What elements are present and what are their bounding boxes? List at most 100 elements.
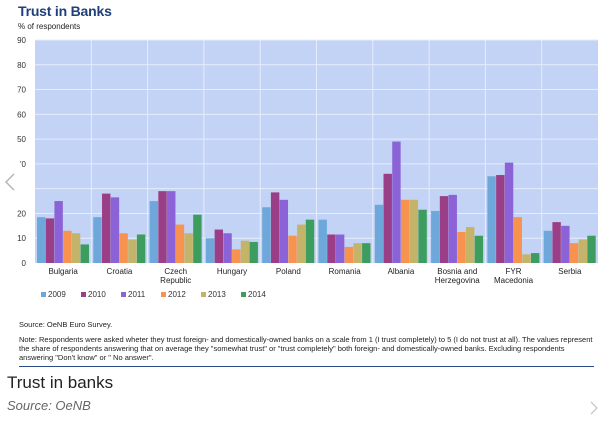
bar-czech-republic-2013 xyxy=(184,233,193,263)
x-tick-label: Czech Republic xyxy=(160,267,191,285)
bar-serbia-2014 xyxy=(587,235,596,263)
legend-item-2013: 2013 xyxy=(201,290,241,299)
bar-czech-republic-2009 xyxy=(149,201,159,263)
bar-croatia-2012 xyxy=(119,233,128,263)
bar-fyr-macedonia-2010 xyxy=(496,175,505,263)
bar-chart: 0 10 20 '0 50 60 70 80 90 Bulgaria Croatia Czech Re… xyxy=(17,36,598,285)
legend-label: 2014 xyxy=(248,290,266,299)
legend-swatch xyxy=(81,292,86,297)
bar-serbia-2009 xyxy=(543,230,553,263)
bar-croatia-2010 xyxy=(102,193,111,263)
legend-swatch xyxy=(161,292,166,297)
legend: 2009 2010 2011 2012 2013 2014 xyxy=(41,290,281,299)
x-tick-label: Poland xyxy=(276,267,301,276)
y-tick-label: 20 xyxy=(17,209,26,218)
bar-fyr-macedonia-2013 xyxy=(522,254,531,263)
legend-swatch xyxy=(201,292,206,297)
legend-item-2010: 2010 xyxy=(81,290,121,299)
bar-bosnia-and-herzegovina-2014 xyxy=(474,235,484,263)
bar-croatia-2014 xyxy=(136,234,146,263)
x-tick-label: Hungary xyxy=(217,267,247,276)
bar-bulgaria-2009 xyxy=(37,217,46,263)
x-tick-label: FYR Macedonia xyxy=(494,267,534,285)
y-tick-label: 50 xyxy=(17,135,26,144)
bar-albania-2010 xyxy=(383,173,392,263)
previous-button[interactable] xyxy=(3,172,17,192)
bar-romania-2011 xyxy=(335,234,345,263)
next-button[interactable] xyxy=(588,400,600,416)
legend-item-2009: 2009 xyxy=(41,290,81,299)
y-axis-label: % of respondents xyxy=(18,22,81,31)
bar-romania-2009 xyxy=(318,219,327,263)
legend-item-2014: 2014 xyxy=(241,290,281,299)
bar-bulgaria-2014 xyxy=(80,244,89,263)
bar-poland-2014 xyxy=(305,219,315,263)
bar-bosnia-and-herzegovina-2010 xyxy=(439,196,449,263)
bar-poland-2009 xyxy=(262,207,271,263)
bar-albania-2012 xyxy=(400,199,410,263)
bar-albania-2009 xyxy=(374,204,384,263)
y-tick-label: 10 xyxy=(17,234,26,243)
legend-label: 2009 xyxy=(48,290,66,299)
bar-hungary-2009 xyxy=(205,238,215,263)
bar-serbia-2011 xyxy=(561,225,570,263)
bar-bulgaria-2012 xyxy=(63,230,72,263)
legend-item-2012: 2012 xyxy=(161,290,201,299)
methodology-note: Note: Respondents were asked wheter they… xyxy=(19,335,593,362)
x-tick-label: Serbia xyxy=(558,267,582,276)
bar-poland-2012 xyxy=(288,235,297,263)
bar-bosnia-and-herzegovina-2012 xyxy=(457,232,466,263)
bar-fyr-macedonia-2011 xyxy=(504,162,514,263)
y-axis-ticks: 0 10 20 '0 50 60 70 80 90 xyxy=(17,36,26,268)
chevron-left-icon xyxy=(4,173,15,191)
bar-serbia-2013 xyxy=(578,239,587,263)
gridlines xyxy=(35,39,598,263)
bar-croatia-2009 xyxy=(93,217,102,263)
bar-romania-2014 xyxy=(362,243,371,263)
bar-fyr-macedonia-2012 xyxy=(513,217,522,263)
legend-swatch xyxy=(241,292,246,297)
x-tick-label: Albania xyxy=(388,267,415,276)
y-tick-label: 80 xyxy=(17,61,26,70)
bar-romania-2012 xyxy=(344,246,354,263)
y-tick-label: 60 xyxy=(17,110,26,119)
legend-swatch xyxy=(41,292,46,297)
bar-czech-republic-2010 xyxy=(158,191,167,263)
y-tick-label: 70 xyxy=(17,86,26,95)
x-tick-label: Croatia xyxy=(107,267,133,276)
legend-label: 2011 xyxy=(128,290,146,299)
y-tick-label: '0 xyxy=(20,160,27,169)
legend-item-2011: 2011 xyxy=(121,290,161,299)
bar-albania-2013 xyxy=(409,199,419,263)
bar-hungary-2012 xyxy=(232,249,241,263)
legend-label: 2010 xyxy=(88,290,106,299)
bar-czech-republic-2014 xyxy=(193,214,202,263)
bar-bosnia-and-herzegovina-2011 xyxy=(448,194,457,263)
bar-czech-republic-2011 xyxy=(167,191,176,263)
bar-romania-2010 xyxy=(327,234,336,263)
y-tick-label: 0 xyxy=(22,259,27,268)
bar-poland-2013 xyxy=(297,224,306,263)
bar-bulgaria-2013 xyxy=(71,233,81,263)
bar-bulgaria-2010 xyxy=(45,218,55,263)
bar-croatia-2011 xyxy=(110,197,120,263)
y-tick-label: 90 xyxy=(17,36,26,45)
bar-albania-2011 xyxy=(392,141,401,263)
bar-poland-2010 xyxy=(270,192,280,263)
bar-croatia-2013 xyxy=(128,239,137,263)
legend-swatch xyxy=(121,292,126,297)
chevron-right-icon xyxy=(590,401,598,415)
bar-albania-2014 xyxy=(418,209,427,263)
bar-serbia-2012 xyxy=(569,243,579,263)
legend-label: 2013 xyxy=(208,290,226,299)
legend-label: 2012 xyxy=(168,290,186,299)
x-tick-label: Bosnia and Herzegovina xyxy=(435,267,480,285)
bar-czech-republic-2012 xyxy=(175,224,185,263)
bars xyxy=(37,141,596,263)
bar-poland-2011 xyxy=(279,199,289,263)
bar-fyr-macedonia-2014 xyxy=(530,253,540,263)
bar-hungary-2014 xyxy=(249,241,258,263)
bar-hungary-2011 xyxy=(223,233,232,263)
bar-bosnia-and-herzegovina-2009 xyxy=(431,210,440,263)
caption-source: Source: OeNB xyxy=(7,398,91,413)
